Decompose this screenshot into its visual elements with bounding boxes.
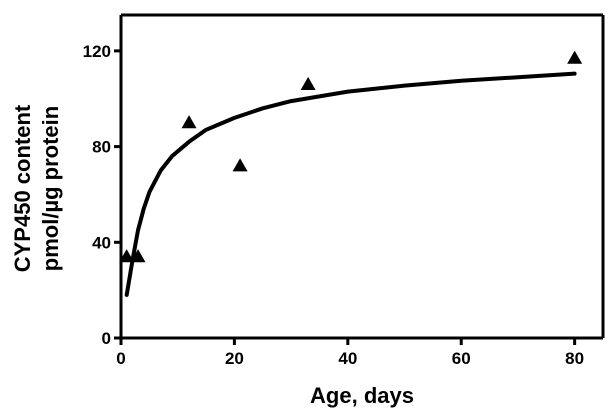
x-tick-label: 80 — [565, 349, 584, 368]
y-axis-title: CYP450 content pmol/µg protein — [10, 104, 63, 272]
y-axis-title-line1: CYP450 content — [10, 104, 35, 272]
x-axis-title: Age, days — [310, 383, 414, 408]
data-point-triangle — [130, 249, 146, 263]
x-ticks: 0 20 40 60 80 — [116, 338, 584, 368]
y-tick-label: 80 — [92, 138, 111, 157]
data-point-triangle — [567, 50, 583, 64]
x-tick-label: 20 — [225, 349, 244, 368]
data-points — [119, 50, 583, 263]
y-tick-label: 120 — [83, 42, 111, 61]
x-tick-label: 40 — [338, 349, 357, 368]
y-tick-label: 40 — [92, 233, 111, 252]
data-point-triangle — [119, 249, 135, 263]
data-point-triangle — [300, 76, 316, 91]
data-point-triangle — [232, 158, 248, 172]
fitted-curve-line — [124, 71, 577, 297]
plot-area: 0 20 40 60 80 0 40 80 120 — [83, 13, 605, 368]
y-axis-title-line2: pmol/µg protein — [38, 106, 63, 271]
y-tick-label: 0 — [102, 329, 111, 348]
x-tick-label: 60 — [452, 349, 471, 368]
x-tick-label: 0 — [116, 349, 125, 368]
y-ticks: 0 40 80 120 — [83, 42, 121, 348]
data-point-triangle — [181, 115, 197, 129]
